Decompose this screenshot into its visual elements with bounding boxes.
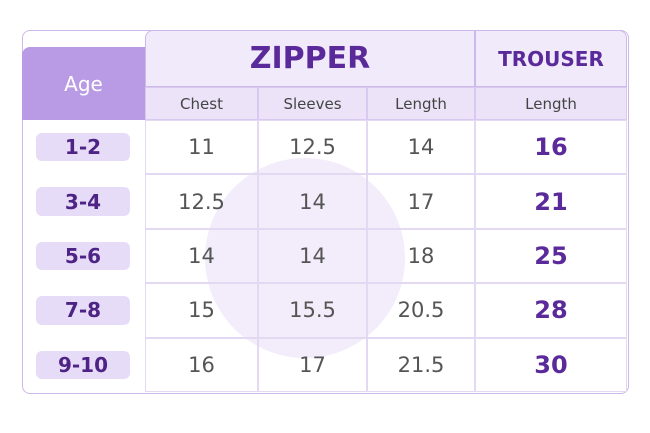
zipper-value: 14 — [258, 228, 367, 284]
age-header: Age — [22, 47, 145, 120]
column-header: Chest — [145, 87, 258, 120]
zipper-value: 11 — [145, 120, 258, 175]
zipper-value: 12.5 — [145, 174, 258, 229]
zipper-value: 14 — [258, 174, 367, 229]
zipper-value: 18 — [367, 228, 475, 284]
zipper-value: 16 — [145, 337, 258, 392]
age-label: 3-4 — [36, 187, 130, 216]
column-header: Length — [367, 87, 475, 120]
trouser-value: 25 — [475, 228, 627, 284]
trouser-header: TROUSER — [475, 30, 627, 87]
trouser-value: 21 — [475, 174, 627, 229]
zipper-value: 15.5 — [258, 283, 367, 338]
age-label: 5-6 — [36, 241, 130, 271]
age-label: 9-10 — [36, 350, 130, 379]
column-header: Length — [475, 87, 627, 120]
zipper-value: 20.5 — [367, 283, 475, 338]
trouser-value: 16 — [475, 120, 627, 175]
zipper-value: 12.5 — [258, 120, 367, 175]
zipper-value: 17 — [367, 174, 475, 229]
zipper-value: 15 — [145, 283, 258, 338]
zipper-value: 21.5 — [367, 337, 475, 392]
age-label: 7-8 — [36, 296, 130, 325]
zipper-header: ZIPPER — [145, 30, 475, 87]
column-header: Sleeves — [258, 87, 367, 120]
trouser-value: 28 — [475, 283, 627, 338]
watermark — [205, 158, 405, 358]
zipper-value: 17 — [258, 337, 367, 392]
zipper-value: 14 — [145, 228, 258, 284]
age-label: 1-2 — [36, 133, 130, 162]
trouser-value: 30 — [475, 337, 627, 392]
zipper-value: 14 — [367, 120, 475, 175]
